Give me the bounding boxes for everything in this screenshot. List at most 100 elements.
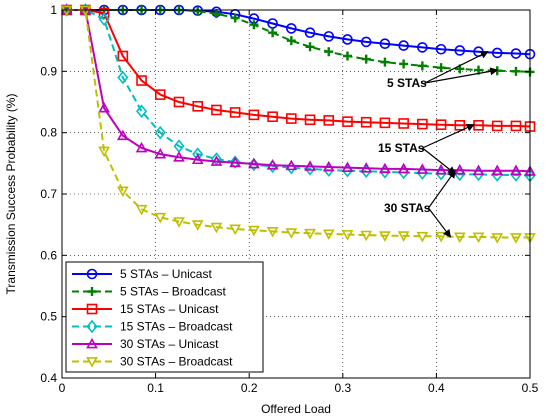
- legend-entry: 15 STAs – Unicast: [72, 302, 219, 316]
- legend: 5 STAs – Unicast 5 STAs – Broadcast 15 STA…: [65, 261, 264, 373]
- series-line: [66, 9, 531, 73]
- data-point: [454, 45, 466, 56]
- y-tick-label: 0.6: [40, 248, 57, 262]
- data-point: [266, 227, 279, 238]
- data-point: [510, 120, 522, 132]
- data-point: [229, 107, 241, 118]
- data-point: [360, 36, 372, 48]
- data-point: [397, 162, 410, 174]
- data-point: [360, 162, 373, 173]
- data-point: [417, 61, 427, 71]
- data-point: [249, 20, 259, 30]
- data-point: [435, 43, 447, 55]
- data-point: [341, 161, 354, 173]
- data-point: [380, 57, 390, 67]
- legend-marker: [86, 337, 98, 349]
- data-point: [135, 141, 148, 153]
- annotation-label: 5 STAs: [387, 76, 427, 90]
- data-point: [491, 233, 504, 244]
- data-point: [230, 13, 240, 23]
- annotation-arrow: [427, 207, 452, 238]
- data-point: [323, 31, 335, 42]
- data-point: [193, 6, 203, 16]
- data-point: [472, 164, 485, 176]
- annotations: 5 STAs 15 STAs 30 STAs: [378, 51, 499, 238]
- series-1: [61, 4, 536, 60]
- data-point: [154, 125, 166, 140]
- data-point: [191, 153, 204, 165]
- data-point: [210, 155, 223, 166]
- annotation-arrow: [422, 123, 475, 149]
- data-point: [379, 117, 391, 129]
- data-point: [510, 48, 522, 59]
- data-point: [267, 111, 278, 123]
- data-point: [173, 217, 185, 228]
- legend-marker: [86, 357, 98, 368]
- legend-entry: 5 STAs – Unicast: [72, 267, 212, 281]
- data-point: [154, 147, 167, 159]
- data-point: [286, 36, 296, 46]
- data-point: [267, 18, 278, 29]
- legend-entry: 30 STAs – Broadcast: [72, 355, 233, 369]
- legend-label: 30 STAs – Broadcast: [120, 355, 233, 369]
- y-axis-label: Transmission Success Probability (%): [4, 94, 18, 295]
- data-point: [342, 51, 352, 61]
- data-point: [510, 233, 522, 244]
- x-tick-label: 0.5: [522, 381, 539, 395]
- data-point: [173, 151, 185, 162]
- series-5: [60, 3, 536, 176]
- data-point: [491, 164, 504, 176]
- legend-label: 30 STAs – Unicast: [120, 337, 219, 351]
- data-point: [117, 70, 129, 85]
- data-point: [268, 28, 278, 38]
- data-point: [510, 164, 522, 176]
- series-layer: [60, 3, 536, 244]
- annotation-arrow: [424, 67, 499, 84]
- data-point: [435, 163, 447, 175]
- data-point: [117, 50, 129, 62]
- x-tick-label: 0.1: [147, 381, 164, 395]
- data-point: [453, 163, 466, 175]
- annotation-arrow: [424, 51, 489, 84]
- annotation-arrow: [422, 147, 456, 175]
- data-point: [248, 109, 260, 121]
- data-point: [305, 42, 315, 52]
- data-point: [154, 89, 166, 100]
- y-tick-label: 1: [50, 3, 57, 17]
- data-point: [322, 160, 335, 172]
- data-point: [304, 114, 316, 126]
- data-point: [192, 100, 204, 112]
- data-point: [342, 34, 353, 45]
- data-point: [417, 42, 428, 53]
- legend-entry: 5 STAs – Broadcast: [72, 285, 226, 299]
- data-point: [286, 113, 297, 124]
- data-point: [398, 118, 409, 129]
- data-point: [136, 104, 148, 118]
- annotation-arrow: [427, 169, 456, 209]
- data-point: [399, 59, 409, 69]
- series-line: [66, 9, 531, 173]
- data-point: [116, 186, 129, 198]
- y-tick-label: 0.4: [40, 371, 57, 385]
- data-point: [154, 212, 167, 224]
- x-tick-label: 0.3: [334, 381, 351, 395]
- y-tick-label: 0.9: [40, 64, 57, 78]
- data-point: [136, 75, 147, 86]
- series-line: [66, 9, 530, 239]
- data-point: [285, 159, 298, 171]
- x-tick-label: 0: [59, 381, 66, 395]
- data-point: [435, 119, 447, 130]
- x-tick-label: 0.2: [241, 381, 258, 395]
- annotation-label: 15 STAs: [378, 141, 425, 155]
- axis-ticks: 0 0.1 0.2 0.3 0.4 0.5 0.4 0.5 0.6 0.7 0.8 0.9 1: [40, 3, 538, 395]
- data-point: [322, 229, 335, 241]
- series-line: [66, 9, 531, 177]
- data-point: [379, 38, 391, 50]
- data-point: [98, 101, 110, 113]
- legend-entry: 30 STAs – Unicast: [72, 337, 219, 351]
- data-point: [248, 225, 260, 237]
- series-line: [66, 9, 531, 128]
- legend-marker: [87, 287, 97, 296]
- data-point: [286, 23, 297, 34]
